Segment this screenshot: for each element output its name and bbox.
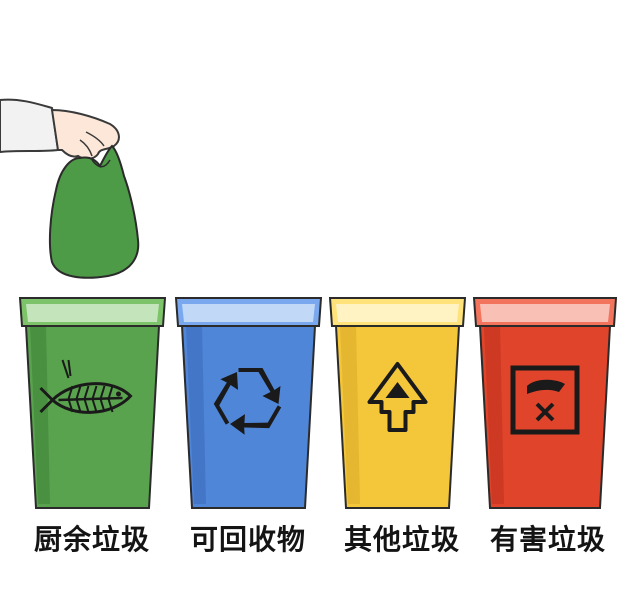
bin-label-other: 其他垃圾 [343,523,460,556]
bin-recyclable [174,297,323,509]
trash-bag [48,144,140,279]
recycle-icon [213,368,282,435]
bin-other [328,297,467,509]
hand [50,108,120,160]
bin-label-kitchen: 厨余垃圾 [33,523,150,556]
bin-label-recyclable: 可回收物 [189,523,306,556]
sleeve [0,98,60,154]
bins-layer [18,297,618,509]
bin-kitchen [18,297,167,509]
hand-holding-bag [0,98,140,279]
other-waste-icon [367,362,428,432]
bin-label-hazardous: 有害垃圾 [489,523,606,556]
hazardous-icon [510,365,580,435]
fish-bone-icon [39,359,133,414]
bin-hazardous [472,297,618,509]
